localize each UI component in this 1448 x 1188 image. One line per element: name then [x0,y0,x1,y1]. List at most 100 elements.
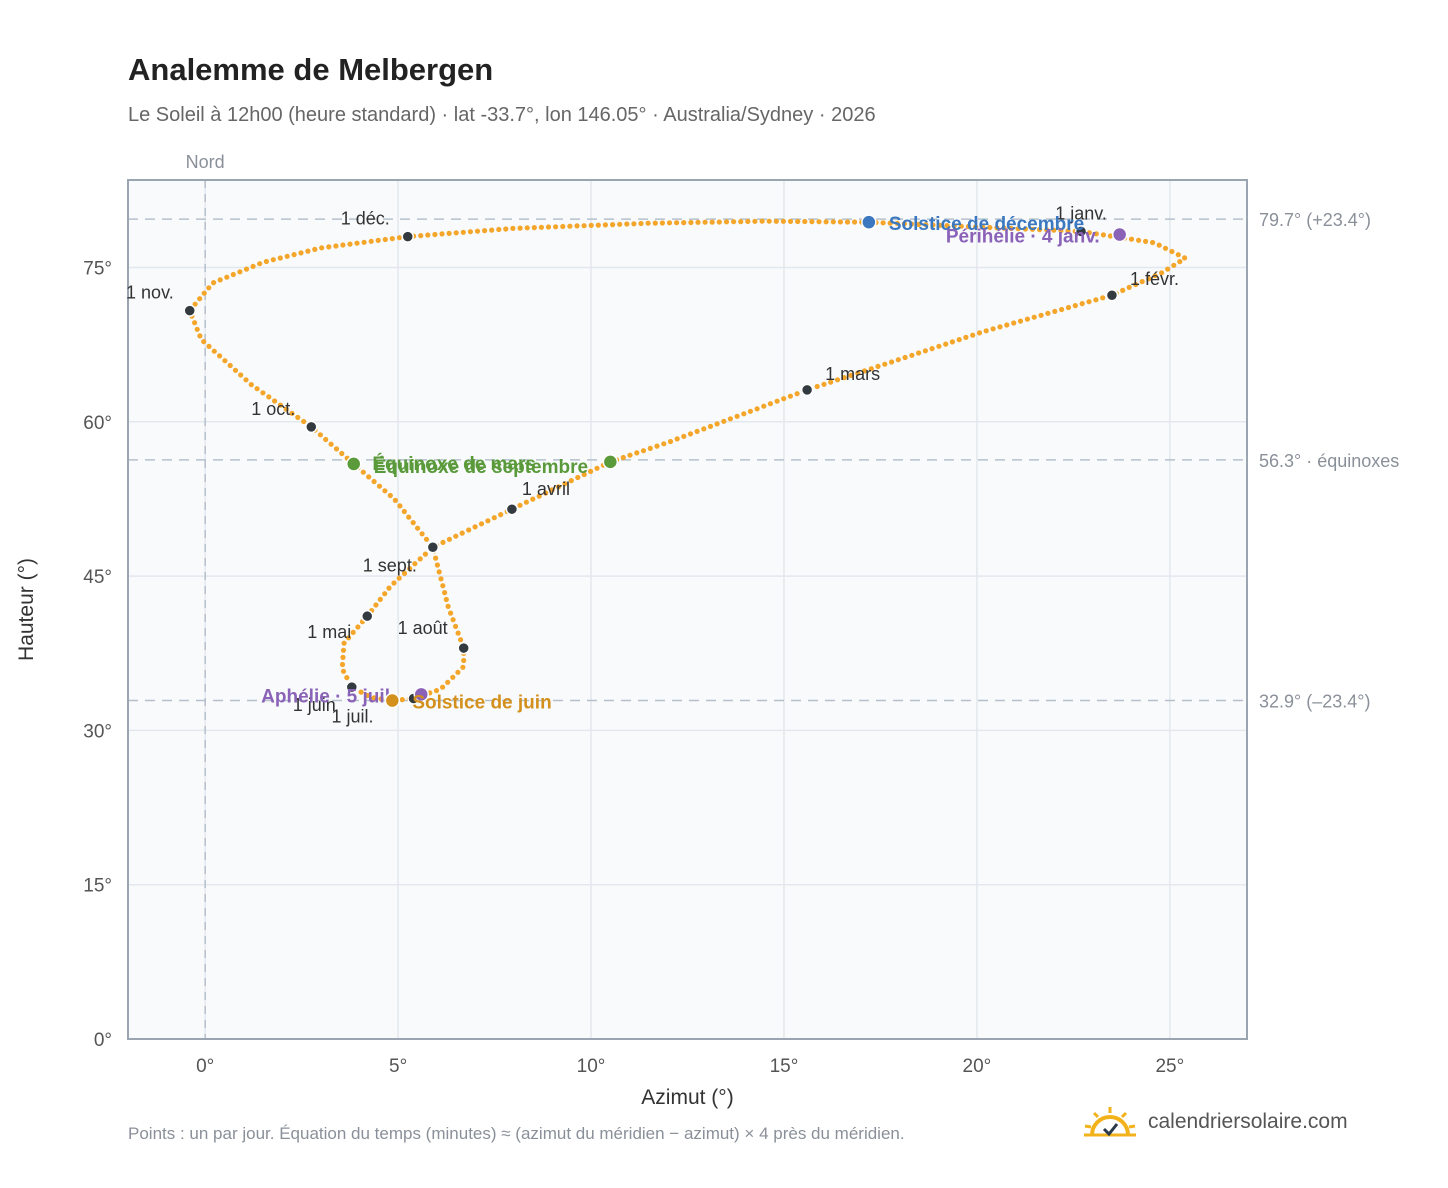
daily-point [575,474,581,481]
daily-point [1017,318,1024,324]
daily-point [645,220,651,226]
daily-point [667,438,674,445]
daily-point [949,339,956,345]
daily-point [377,596,383,603]
daily-point [543,490,549,496]
daily-point [364,692,370,699]
daily-point [701,426,707,432]
daily-point [312,246,318,252]
daily-point [767,401,774,407]
daily-point [460,664,466,670]
daily-point [397,503,403,509]
daily-point [270,257,276,263]
daily-point [1029,226,1036,232]
daily-point [709,219,715,225]
daily-point [951,223,957,229]
daily-point [834,377,841,383]
daily-point [387,492,393,499]
daily-point [1086,299,1092,305]
daily-point [627,452,633,458]
daily-point [422,551,428,557]
daily-point [391,580,397,586]
daily-point [440,684,446,690]
daily-point [654,443,660,449]
daily-point [887,220,893,226]
daily-point [211,280,217,286]
reference-line-label: 56.3° · équinoxes [1259,451,1399,471]
daily-point [455,669,461,675]
daily-point [681,433,687,439]
brand[interactable]: calendriersolaire.com [1082,1102,1348,1142]
daily-point [378,696,384,702]
daily-point [417,556,423,562]
daily-point [895,357,901,363]
daily-point [263,258,269,265]
daily-point [990,326,996,332]
daily-point [360,469,366,475]
daily-point [553,224,559,230]
daily-point [423,536,430,542]
daily-point [1133,281,1139,288]
daily-point [536,493,542,499]
daily-point [1143,238,1149,244]
month-label: 1 août [398,618,448,638]
daily-point [809,219,815,225]
daily-point [714,421,720,427]
daily-point [738,219,744,225]
daily-point [1107,233,1113,239]
daily-point [272,398,278,404]
daily-point [523,499,530,505]
daily-point [459,530,465,536]
daily-point [232,367,239,373]
daily-point [929,346,935,352]
daily-point [747,408,754,414]
daily-point [821,381,827,387]
daily-point [375,237,381,243]
daily-point [1177,259,1183,265]
daily-point [707,423,714,429]
daily-point [861,368,868,374]
month-marker [401,230,414,243]
daily-point [1128,236,1135,242]
daily-point [1058,228,1064,234]
daily-point [855,370,861,376]
daily-point [1008,225,1014,231]
event-label: Périhélie · 4 janv. [946,227,1100,248]
daily-point [340,647,347,653]
daily-point [450,674,456,680]
daily-point [1093,231,1099,237]
daily-point [250,263,256,269]
daily-point [852,219,858,225]
daily-point [759,218,765,224]
daily-point [787,393,794,399]
y-axis-label: Hauteur (°) [15,558,38,661]
month-marker [183,304,196,317]
daily-point [659,220,666,226]
daily-point [340,242,346,248]
daily-point [373,602,379,608]
daily-point [524,225,530,231]
daily-point [485,518,491,524]
daily-point [194,326,200,332]
x-tick-label: 25° [1155,1056,1184,1077]
daily-point [197,296,203,302]
daily-point [1171,262,1177,268]
daily-point [752,218,758,224]
daily-point [358,689,364,695]
daily-point [317,432,323,438]
daily-point [1136,237,1142,243]
month-marker [505,502,519,516]
daily-point [443,596,449,603]
daily-point [371,695,377,701]
daily-point [1159,270,1165,276]
daily-point [341,640,347,646]
daily-point [731,219,737,225]
daily-point [681,220,687,226]
event-marker [413,686,430,703]
daily-point [617,221,623,227]
daily-point [339,450,345,457]
daily-point [305,248,311,254]
daily-point [489,227,495,233]
daily-point [1024,316,1030,322]
daily-point [956,337,962,343]
